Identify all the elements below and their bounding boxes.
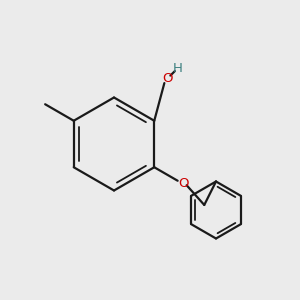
Text: O: O bbox=[178, 177, 188, 190]
Text: H: H bbox=[173, 61, 183, 75]
Text: O: O bbox=[162, 72, 172, 85]
